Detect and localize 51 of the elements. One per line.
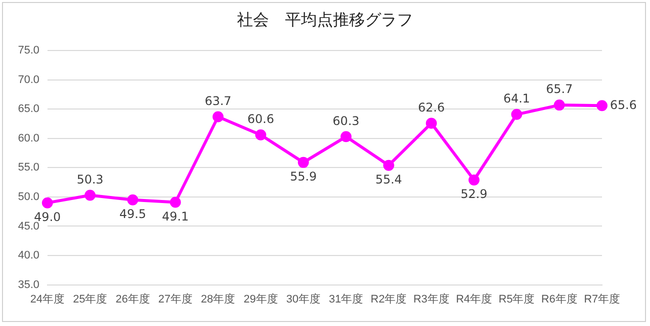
y-tick-label: 70.0: [18, 74, 40, 86]
data-label: 62.6: [418, 100, 445, 114]
data-label: 60.3: [332, 114, 360, 128]
data-label: 55.9: [290, 170, 317, 184]
chart-title: 社会 平均点推移グラフ: [236, 10, 414, 31]
point: [127, 194, 138, 206]
x-tick-label: 31年度: [328, 292, 364, 306]
x-tick-label: 24年度: [30, 292, 65, 306]
x-tick-label: R3年度: [413, 292, 450, 306]
point: [42, 197, 53, 208]
point: [340, 131, 352, 142]
y-tick-label: 55.0: [18, 162, 40, 174]
y-tick-label: 65.0: [18, 103, 40, 116]
point: [84, 190, 96, 201]
data-label: 52.9: [460, 187, 488, 202]
y-tick-label: 35.0: [18, 278, 40, 291]
y-tick-label: 40.0: [18, 250, 40, 262]
x-tick-label: 27年度: [158, 292, 193, 306]
data-label: 65.6: [610, 98, 637, 112]
point: [298, 156, 309, 168]
x-tick-label: R5年度: [498, 292, 535, 306]
point: [383, 160, 394, 171]
point: [596, 100, 608, 112]
data-label: 50.3: [76, 172, 104, 186]
x-tick-label: 26年度: [116, 292, 150, 306]
y-tick-label: 45.0: [18, 220, 40, 232]
x-tick-label: 28年度: [200, 292, 236, 306]
y-tick-label: 50.0: [18, 191, 40, 204]
data-label: 49.5: [119, 207, 146, 222]
x-tick-label: R7年度: [584, 292, 620, 306]
x-tick-label: R4年度: [456, 292, 492, 306]
y-tick-label: 75.0: [18, 44, 40, 57]
x-tick-label: 29年度: [244, 292, 278, 306]
x-tick-label: R6年度: [541, 292, 578, 306]
point: [255, 129, 266, 140]
data-label: 64.1: [503, 92, 530, 106]
point: [426, 118, 437, 129]
x-tick-label: 30年度: [286, 292, 320, 306]
point: [511, 108, 522, 120]
x-tick-label: R2年度: [370, 292, 407, 306]
data-label: 49.1: [162, 209, 189, 224]
data-label: 60.6: [247, 112, 274, 126]
point: [554, 100, 565, 111]
y-tick-label: 60.0: [18, 132, 40, 144]
point: [170, 196, 181, 208]
data-label: 63.7: [204, 94, 232, 108]
data-label: 55.4: [375, 172, 402, 186]
data-label: 65.7: [546, 82, 573, 96]
point: [468, 174, 480, 186]
x-tick-label: 25年度: [72, 292, 108, 306]
point: [212, 111, 224, 122]
